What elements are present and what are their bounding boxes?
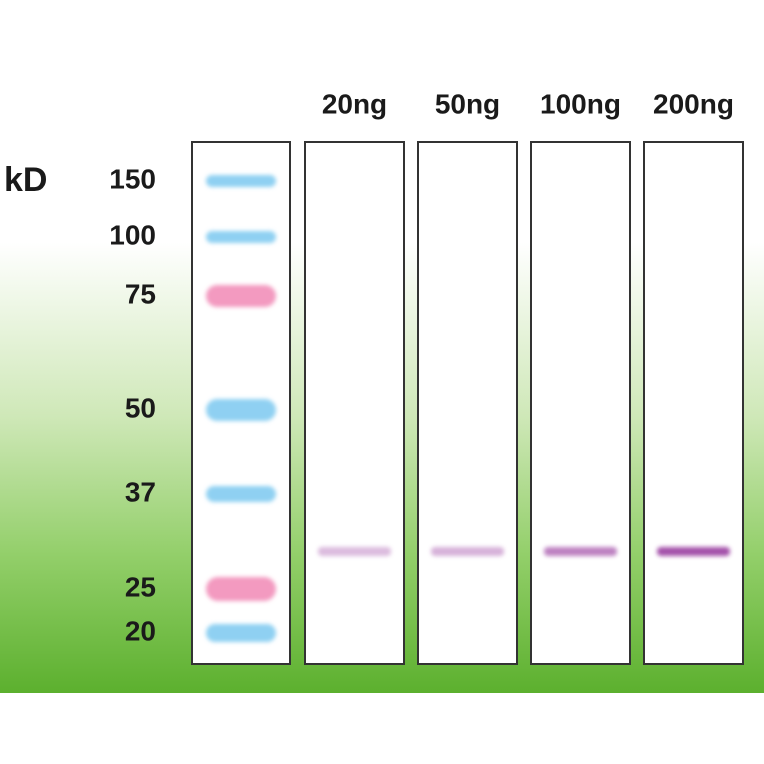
ladder-band bbox=[206, 399, 276, 421]
sample-band bbox=[318, 547, 391, 556]
ladder-band bbox=[206, 486, 276, 502]
marker-label: 75 bbox=[125, 278, 156, 309]
sample-band bbox=[544, 547, 617, 556]
marker-label: 20 bbox=[125, 615, 156, 646]
ladder-band bbox=[206, 285, 276, 307]
ladder-band bbox=[206, 231, 276, 243]
unit-label: kD bbox=[4, 161, 47, 199]
marker-label: 150 bbox=[109, 163, 156, 194]
sample-band bbox=[657, 547, 730, 556]
sample-lane bbox=[304, 141, 405, 665]
lane-label: 100ng bbox=[540, 88, 621, 119]
lane-label: 200ng bbox=[653, 88, 734, 119]
ladder-band bbox=[206, 577, 276, 601]
marker-label: 50 bbox=[125, 392, 156, 423]
ladder-band bbox=[206, 175, 276, 187]
marker-label: 25 bbox=[125, 571, 156, 602]
lane-label: 50ng bbox=[435, 88, 500, 119]
marker-label: 100 bbox=[109, 219, 156, 250]
sample-lane bbox=[530, 141, 631, 665]
lane-label: 20ng bbox=[322, 88, 387, 119]
sample-lane bbox=[643, 141, 744, 665]
sample-lane bbox=[417, 141, 518, 665]
marker-label: 37 bbox=[125, 476, 156, 507]
ladder-band bbox=[206, 624, 276, 642]
sample-band bbox=[431, 547, 504, 556]
